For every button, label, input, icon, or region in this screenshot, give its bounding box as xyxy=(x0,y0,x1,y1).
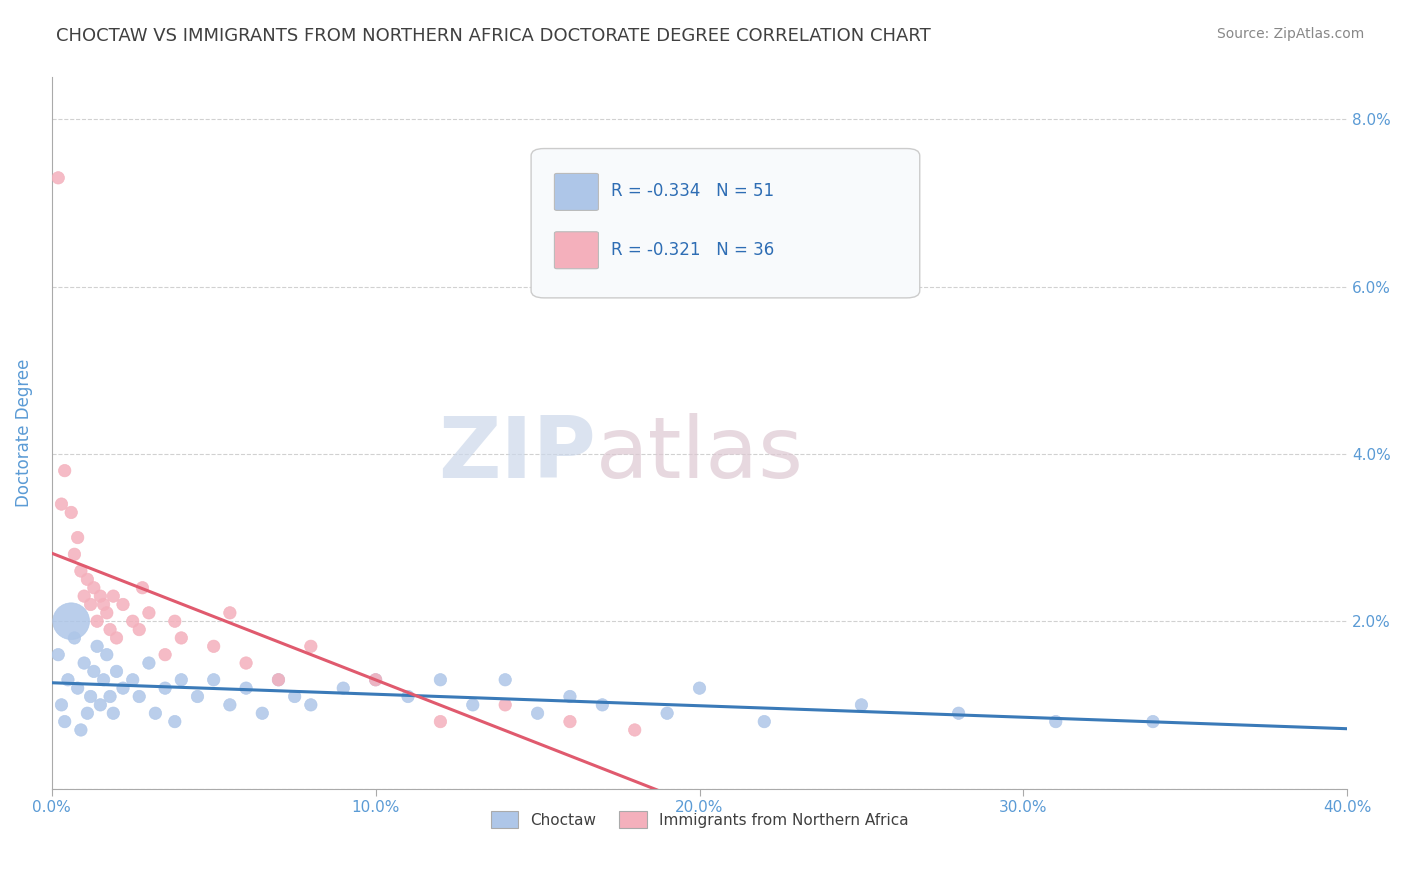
Point xyxy=(96,606,118,620)
Point xyxy=(163,714,186,729)
Text: R = -0.334   N = 51: R = -0.334 N = 51 xyxy=(612,182,775,200)
Point xyxy=(60,506,83,520)
Point xyxy=(51,497,73,511)
Point xyxy=(267,673,290,687)
Point xyxy=(63,631,86,645)
Point xyxy=(79,690,101,704)
Point xyxy=(202,640,225,654)
Point xyxy=(202,673,225,687)
Point xyxy=(170,673,193,687)
Point xyxy=(1045,714,1067,729)
Point xyxy=(83,581,105,595)
Point xyxy=(558,714,581,729)
Point xyxy=(623,723,645,737)
Point xyxy=(1142,714,1164,729)
Point xyxy=(145,706,167,721)
Point xyxy=(186,690,208,704)
Point xyxy=(96,648,118,662)
Point xyxy=(429,714,451,729)
Point xyxy=(219,698,242,712)
Point xyxy=(153,681,176,695)
FancyBboxPatch shape xyxy=(554,173,599,211)
Text: Source: ZipAtlas.com: Source: ZipAtlas.com xyxy=(1216,27,1364,41)
Point xyxy=(128,623,150,637)
Point xyxy=(494,698,516,712)
Point xyxy=(111,681,134,695)
Point xyxy=(138,606,160,620)
Point xyxy=(851,698,873,712)
Y-axis label: Doctorate Degree: Doctorate Degree xyxy=(15,359,32,508)
Point xyxy=(103,589,125,603)
Point xyxy=(70,723,93,737)
Point xyxy=(56,673,79,687)
Point xyxy=(83,665,105,679)
Point xyxy=(284,690,307,704)
Point xyxy=(131,581,153,595)
Point xyxy=(138,656,160,670)
Point xyxy=(46,170,69,185)
Point xyxy=(235,681,257,695)
Point xyxy=(53,714,76,729)
Point xyxy=(51,698,73,712)
Point xyxy=(89,698,111,712)
Point xyxy=(105,665,128,679)
Point xyxy=(66,531,89,545)
Point xyxy=(70,564,93,578)
Point xyxy=(121,614,143,628)
Point xyxy=(170,631,193,645)
Point xyxy=(93,598,115,612)
Point xyxy=(163,614,186,628)
Point xyxy=(396,690,419,704)
Point xyxy=(76,706,98,721)
Point xyxy=(86,614,108,628)
Point xyxy=(252,706,274,721)
Point xyxy=(98,623,121,637)
Point xyxy=(689,681,711,695)
Point xyxy=(364,673,387,687)
Text: CHOCTAW VS IMMIGRANTS FROM NORTHERN AFRICA DOCTORATE DEGREE CORRELATION CHART: CHOCTAW VS IMMIGRANTS FROM NORTHERN AFRI… xyxy=(56,27,931,45)
Point xyxy=(235,656,257,670)
Point xyxy=(105,631,128,645)
Point xyxy=(332,681,354,695)
Point xyxy=(98,690,121,704)
Point xyxy=(66,681,89,695)
Point xyxy=(364,673,387,687)
Point xyxy=(63,547,86,561)
Point xyxy=(86,640,108,654)
Point xyxy=(73,589,96,603)
Point xyxy=(111,598,134,612)
FancyBboxPatch shape xyxy=(554,232,599,268)
Point xyxy=(76,573,98,587)
Point xyxy=(591,698,613,712)
Text: ZIP: ZIP xyxy=(439,413,596,496)
Point xyxy=(53,464,76,478)
Text: atlas: atlas xyxy=(596,413,804,496)
Point xyxy=(267,673,290,687)
Point xyxy=(121,673,143,687)
Point xyxy=(46,648,69,662)
Point xyxy=(73,656,96,670)
Point xyxy=(89,589,111,603)
Point xyxy=(299,698,322,712)
Point xyxy=(655,706,678,721)
Point xyxy=(948,706,970,721)
FancyBboxPatch shape xyxy=(531,149,920,298)
Point xyxy=(93,673,115,687)
Point xyxy=(461,698,484,712)
Legend: Choctaw, Immigrants from Northern Africa: Choctaw, Immigrants from Northern Africa xyxy=(485,805,915,834)
Point xyxy=(79,598,101,612)
Point xyxy=(128,690,150,704)
Point xyxy=(558,690,581,704)
Point xyxy=(526,706,548,721)
Point xyxy=(429,673,451,687)
Point xyxy=(153,648,176,662)
Point xyxy=(60,614,83,628)
Text: R = -0.321   N = 36: R = -0.321 N = 36 xyxy=(612,241,775,259)
Point xyxy=(494,673,516,687)
Point xyxy=(219,606,242,620)
Point xyxy=(103,706,125,721)
Point xyxy=(299,640,322,654)
Point xyxy=(754,714,776,729)
